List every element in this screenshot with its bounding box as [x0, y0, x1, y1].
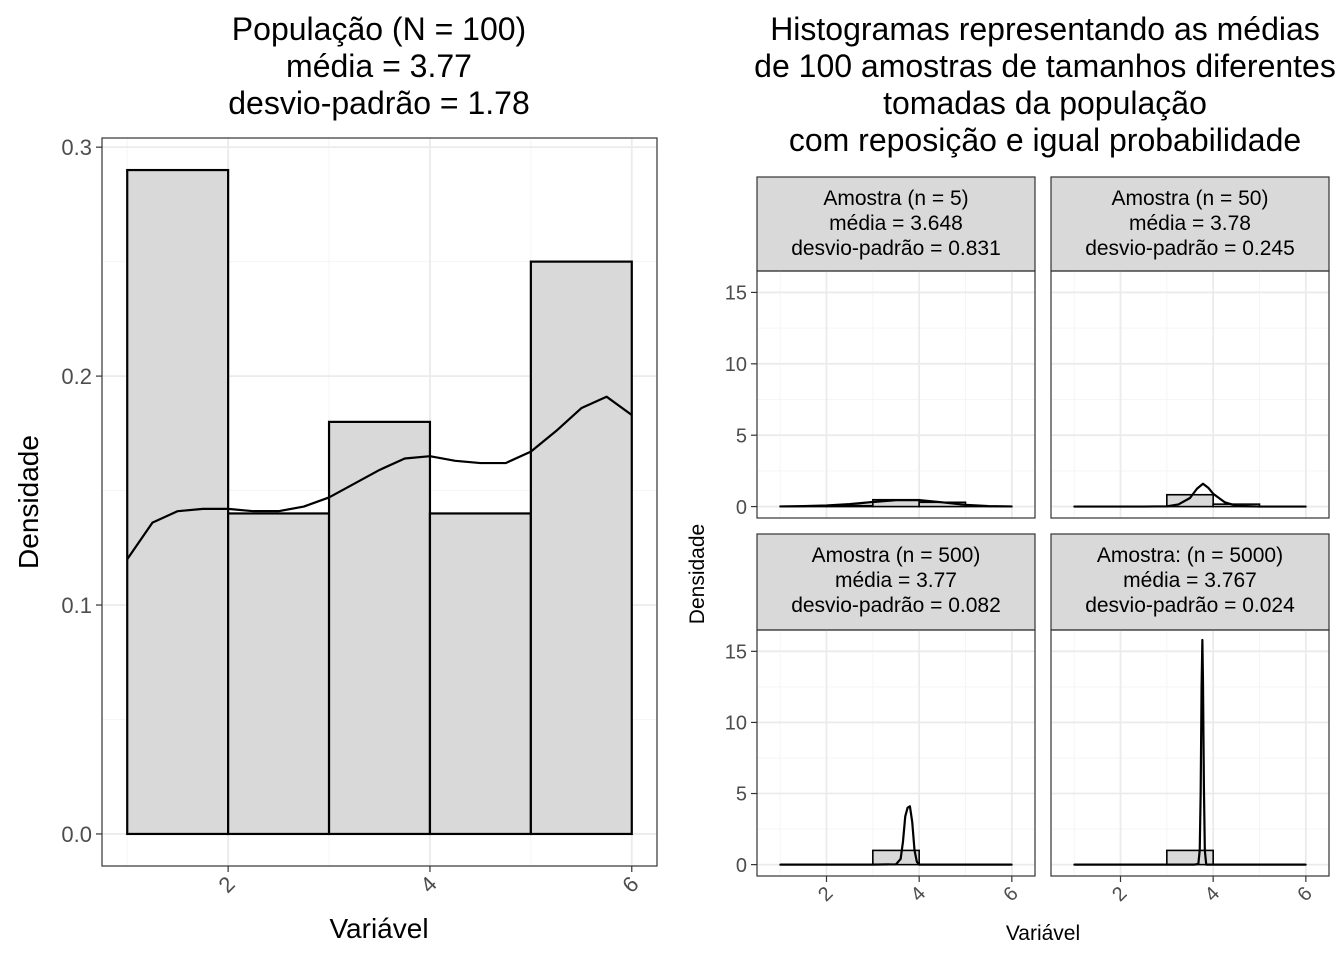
left-chart-x-tick-label: 2	[214, 871, 240, 897]
facet-2-panel-border	[1050, 270, 1330, 519]
facet-2-bar-3	[1166, 493, 1214, 508]
right-chart-y-axis-label: Densidade	[686, 524, 709, 624]
facet-4-x-tick-label: 2	[1108, 883, 1131, 906]
facet-4: 2 4 6	[1050, 629, 1330, 906]
left-chart-bar-4	[428, 512, 532, 836]
left-chart-x-axis-label: Variável	[329, 913, 428, 944]
facet-3-x-tick-label: 6	[999, 883, 1022, 906]
facet-4-strip-label-line-1: Amostra: (n = 5000)	[1097, 544, 1283, 567]
facet-3-bar-3	[872, 849, 920, 866]
left-chart-title-line-2: média = 3.77	[286, 48, 472, 84]
facet-1-y-tick-label: 5	[736, 425, 747, 447]
left-chart: 0.0 0.1 0.2 0.3 2 4 6	[61, 135, 658, 898]
facet-4-x-tick-label: 6	[1293, 883, 1316, 906]
facet-3-x-tick-label: 4	[907, 883, 930, 906]
left-chart-panel-border	[101, 137, 658, 867]
facet-2-strip	[1050, 176, 1330, 272]
facet-1-panel-border	[756, 270, 1036, 519]
right-chart-title-line-4: com reposição e igual probabilidade	[789, 122, 1301, 158]
facet-1-y-tick-label: 10	[725, 354, 747, 376]
facet-2-density-curve	[1074, 482, 1306, 508]
right-chart-x-axis-label: Variável	[1006, 922, 1080, 945]
left-chart-bar-5	[529, 260, 633, 836]
facet-4-strip	[1050, 533, 1330, 631]
left-chart-title-line-1: População (N = 100)	[232, 11, 526, 47]
facet-4-x-tick-label: 4	[1201, 883, 1224, 906]
facet-3: 0 5 10 15 2 4 6	[725, 629, 1036, 906]
facet-1-y-tick-label: 15	[725, 283, 747, 305]
facet-3-y-tick-label: 15	[725, 642, 747, 664]
left-chart-y-tick-label: 0.3	[61, 135, 92, 160]
facet-3-density-curve	[780, 805, 1012, 866]
left-chart-x-tick-label: 6	[617, 871, 643, 897]
facet-3-y-tick-label: 10	[725, 713, 747, 735]
left-chart-bar-1	[126, 168, 230, 836]
facet-1-strip	[756, 176, 1036, 272]
left-chart-y-axis-label: Densidade	[13, 435, 44, 569]
facet-1-strip-label-line-2: média = 3.648	[829, 212, 963, 235]
facet-1-strip-label-line-1: Amostra (n = 5)	[823, 187, 968, 210]
facet-3-y-tick-label: 0	[736, 855, 747, 877]
right-chart-title-line-2: de 100 amostras de tamanhos diferentes	[754, 48, 1336, 84]
facet-1-y-tick-label: 0	[736, 497, 747, 519]
left-chart-y-tick-label: 0.1	[61, 593, 92, 618]
left-chart-bar-2	[227, 512, 331, 836]
facet-1: 0 5 10 15	[725, 270, 1036, 519]
facet-4-strip-label-line-3: desvio-padrão = 0.024	[1085, 594, 1295, 617]
left-chart-y-tick-label: 0.2	[61, 364, 92, 389]
facet-1-density-curve	[780, 499, 1012, 508]
facet-2	[1050, 270, 1330, 519]
facet-3-strip-label-line-1: Amostra (n = 500)	[812, 544, 981, 567]
facet-2-strip-label-line-2: média = 3.78	[1129, 212, 1251, 235]
facet-3-x-tick-label: 2	[814, 883, 837, 906]
right-chart-title-line-1: Histogramas representando as médias	[770, 11, 1320, 47]
facet-3-strip-label-line-2: média = 3.77	[835, 569, 957, 592]
left-chart-bar-3	[327, 420, 432, 836]
right-chart-title-line-3: tomadas da população	[883, 85, 1207, 121]
facet-4-strip-label-line-2: média = 3.767	[1123, 569, 1257, 592]
left-chart-y-tick-label: 0.0	[61, 822, 92, 847]
facet-2-strip-label-line-3: desvio-padrão = 0.245	[1085, 237, 1295, 260]
left-chart-density-curve	[126, 395, 633, 560]
facet-1-strip-label-line-3: desvio-padrão = 0.831	[791, 237, 1001, 260]
left-chart-title-line-3: desvio-padrão = 1.78	[228, 85, 530, 121]
facet-3-strip-label-line-3: desvio-padrão = 0.082	[791, 594, 1001, 617]
facet-3-strip	[756, 533, 1036, 631]
facet-3-y-tick-label: 5	[736, 784, 747, 806]
left-chart-x-tick-label: 4	[415, 871, 441, 897]
facet-4-density-curve	[1074, 638, 1306, 866]
facet-3-panel-border	[756, 629, 1036, 877]
facet-4-panel-border	[1050, 629, 1330, 877]
facet-2-strip-label-line-1: Amostra (n = 50)	[1112, 187, 1269, 210]
